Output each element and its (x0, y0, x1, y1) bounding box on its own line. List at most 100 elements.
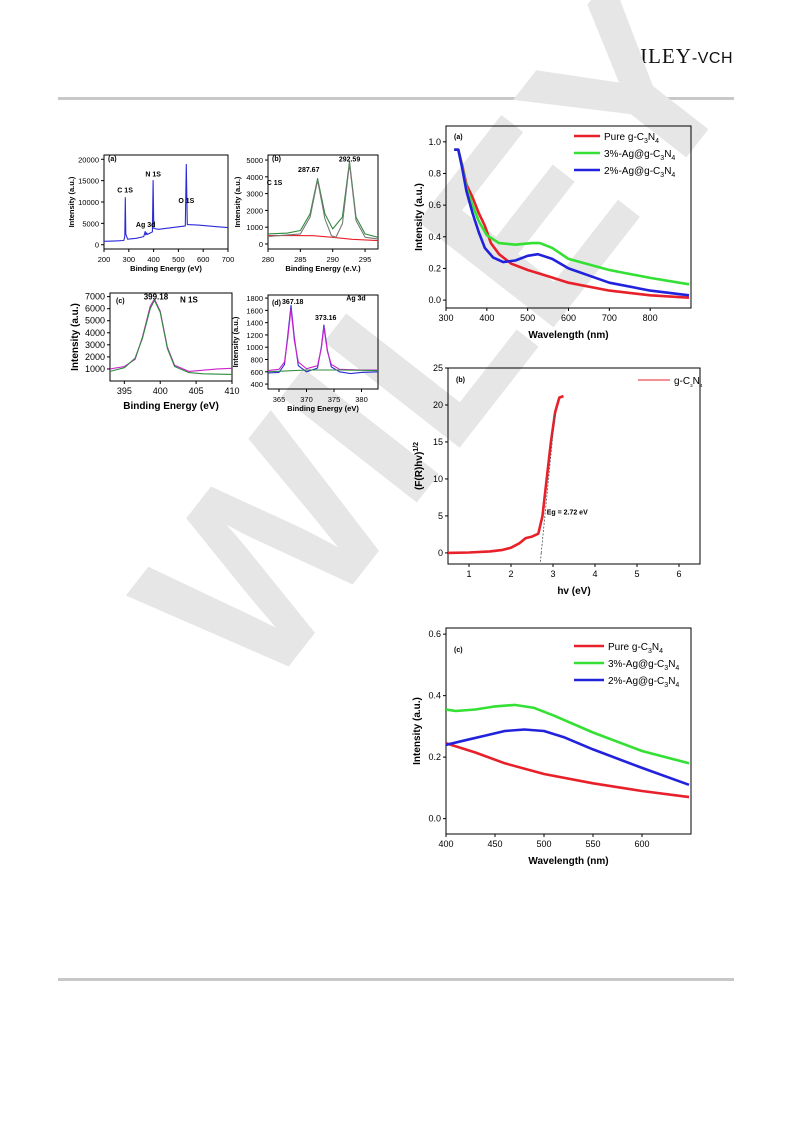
y-tick-label: 2000 (246, 206, 263, 215)
x-tick-label: 290 (326, 255, 339, 264)
x-axis-label: Binding Energy (e.V.) (285, 264, 361, 273)
y-tick-label: 0.8 (428, 168, 441, 178)
y-tick-label: 0 (259, 240, 263, 249)
y-tick-label: 10 (433, 474, 443, 484)
y-tick-label: 0.0 (428, 295, 441, 305)
legend-entry: 3%-Ag@g-C3N4 (608, 659, 679, 672)
legend-text-part: 3 (644, 138, 648, 145)
uv-vis-visible-region-chart: 400 450 500 550 600 0.0 0.2 0.4 0.6 Wavelength (n… (412, 627, 692, 867)
x-tick-label: 700 (602, 313, 617, 323)
legend-text-part: 3%-Ag@g-C (608, 659, 664, 670)
legend-text-part: N (652, 642, 659, 653)
y-tick-label: 15 (433, 437, 443, 447)
y-tick-label: 6000 (85, 304, 105, 314)
x-axis-label: Binding Energy (eV) (287, 404, 359, 413)
peak-annotation: N 1S (145, 171, 161, 178)
peak-annotation: C 1S (117, 188, 133, 195)
peak-annotation: 292.59 (339, 157, 361, 164)
panel-label: (b) (456, 377, 465, 384)
legend-entry: Pure g-C3N4 (608, 642, 663, 655)
legend-text-part: 4 (671, 172, 675, 179)
y-tick-label: 1000 (246, 343, 263, 352)
y-tick-label: 4000 (85, 328, 105, 338)
legend-text-part: N (668, 676, 675, 687)
y-axis-label: (F(R)hv)1/2 (413, 442, 425, 490)
x-tick-label: 405 (189, 386, 204, 396)
y-tick-label: 0.6 (428, 629, 441, 639)
x-tick-label: 295 (359, 255, 372, 264)
x-tick-label: 1 (466, 569, 471, 579)
y-tick-label: 0.2 (428, 752, 441, 762)
peak-annotation: N 1S (180, 296, 198, 305)
y-tick-label: 1.0 (428, 137, 441, 147)
x-tick-label: 600 (634, 839, 649, 849)
bandgap-tangent-line (540, 412, 556, 553)
x-axis-label: Wavelength (nm) (528, 330, 608, 341)
y-axis-label: Intensity (a.u.) (231, 316, 240, 367)
legend-text-part: 3 (664, 665, 668, 672)
series-line-darkgreen (110, 299, 232, 375)
x-tick-label: 400 (479, 313, 494, 323)
x-tick-label: 200 (98, 255, 111, 264)
x-tick-label: 6 (676, 569, 681, 579)
x-tick-label: 380 (355, 395, 368, 404)
x-axis-label: Wavelength (nm) (528, 856, 608, 867)
peak-annotation: Ag 3d (346, 296, 365, 303)
y-axis-label-superscript: 1/2 (413, 442, 420, 452)
y-tick-label: 0 (95, 241, 99, 250)
x-tick-label: 550 (585, 839, 600, 849)
peak-annotation: 399.18 (144, 293, 169, 302)
x-tick-label: 280 (262, 255, 275, 264)
legend-text-part: N (664, 166, 671, 177)
plot-frame (445, 627, 692, 835)
y-tick-label: 4000 (246, 173, 263, 182)
x-tick-label: 450 (487, 839, 502, 849)
x-tick-label: 700 (222, 255, 235, 264)
y-tick-label: 1000 (85, 364, 105, 374)
x-tick-label: 3 (550, 569, 555, 579)
legend-text-part: Pure g-C (608, 642, 648, 653)
y-tick-label: 1600 (246, 306, 263, 315)
x-axis-label: Binding Energy (eV) (123, 401, 219, 412)
y-tick-label: 2000 (85, 352, 105, 362)
legend-text-part: 3 (690, 383, 693, 388)
peak-annotation: C 1S (267, 180, 283, 187)
y-tick-label: 3000 (85, 340, 105, 350)
y-tick-label: 0.4 (428, 232, 441, 242)
x-axis-label: Binding Energy (eV) (130, 264, 202, 273)
y-tick-label: 20 (433, 400, 443, 410)
y-tick-label: 0.0 (428, 814, 441, 824)
panel-label: (c) (454, 647, 463, 654)
series-line-blue (446, 728, 690, 787)
y-tick-label: 0.4 (428, 691, 441, 701)
peak-annotation: 287.67 (298, 167, 320, 174)
footer-rule (58, 978, 734, 981)
legend-text-part: N (693, 376, 700, 387)
series-line-bluexps (104, 163, 228, 242)
peak-annotation: Ag 3d (136, 222, 155, 229)
legend-text-part: 4 (671, 155, 675, 162)
x-tick-label: 300 (438, 313, 453, 323)
x-tick-label: 500 (172, 255, 185, 264)
uv-vis-absorbance-chart: 300 400 500 600 700 800 0.0 0.2 0.4 0.6 0.8 1.0 Wave… (414, 125, 692, 341)
y-axis-label: Intensity (a.u.) (70, 303, 81, 371)
plot-frame (267, 294, 379, 390)
y-tick-label: 0 (438, 548, 443, 558)
legend-entry: g-C3N4 (674, 376, 703, 388)
legend-text-part: 3 (660, 172, 664, 179)
legend-text-part: 2%-Ag@g-C (608, 676, 664, 687)
y-tick-label: 1200 (246, 331, 263, 340)
x-tick-label: 5 (634, 569, 639, 579)
y-tick-label: 7000 (85, 292, 105, 302)
series-line-magenta (110, 298, 232, 372)
bandgap-annotation: Eg = 2.72 eV (547, 509, 588, 516)
x-tick-label: 370 (300, 395, 313, 404)
series-line-red (268, 235, 378, 242)
y-tick-label: 3000 (246, 190, 263, 199)
x-tick-label: 400 (438, 839, 453, 849)
legend-text-part: 2%-Ag@g-C (604, 166, 660, 177)
peak-annotation: 373.16 (315, 315, 337, 322)
xps-survey-chart: 200 300 400 500 600 700 0 5000 10000 15000 20000 Bi… (67, 154, 235, 273)
x-tick-label: 300 (123, 255, 136, 264)
legend-entry: 2%-Ag@g-C3N4 (608, 676, 679, 689)
